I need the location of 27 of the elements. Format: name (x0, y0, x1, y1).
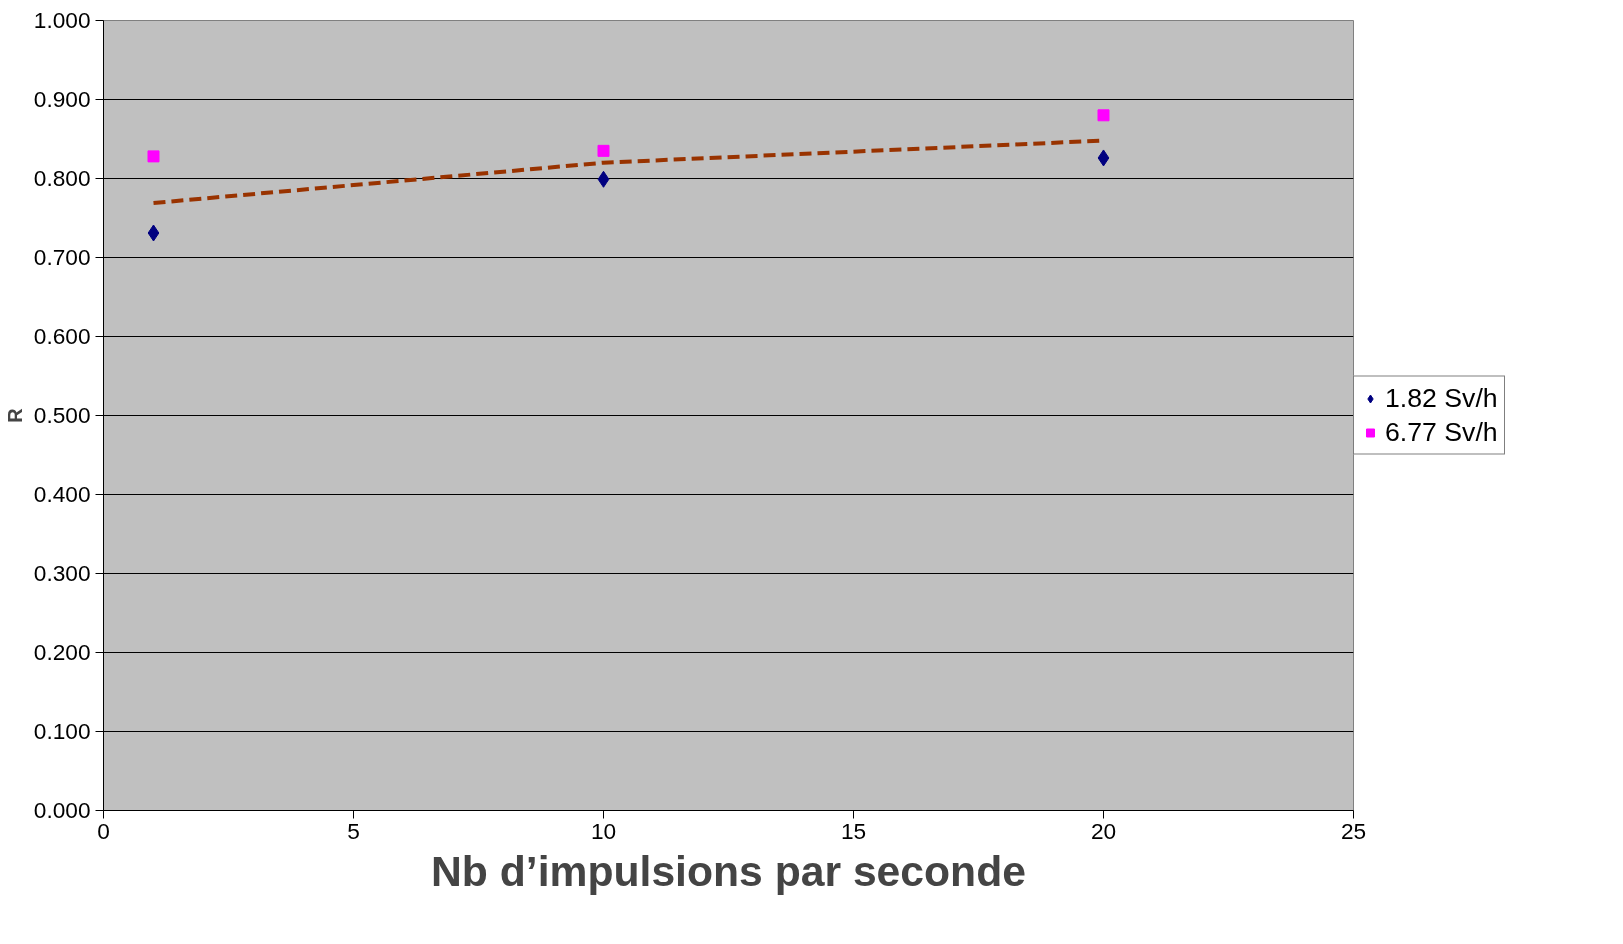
y-tick-label: 0.000 (33, 797, 91, 823)
y-tick-label: 0.400 (33, 481, 91, 507)
point (1097, 109, 1110, 122)
y-tick-label: 0.900 (33, 86, 91, 112)
legend-label: 1.82 Sv/h (1385, 382, 1498, 414)
point (147, 150, 160, 163)
y-tick-label: 0.700 (33, 244, 91, 270)
x-tick-label: 15 (840, 817, 867, 844)
y-tick-label: 0.300 (33, 560, 91, 586)
x-tick-label: 25 (1340, 817, 1367, 844)
point (147, 224, 160, 242)
y-tick-label: 0.800 (33, 165, 91, 191)
y-tick-label: 0.100 (33, 718, 91, 744)
y-axis-title: R (3, 407, 26, 423)
x-tick-label: 0 (97, 817, 110, 844)
legend-label: 6.77 Sv/h (1385, 416, 1498, 448)
y-tick-label: 0.600 (33, 323, 91, 349)
x-tick-label: 10 (590, 817, 617, 844)
point (1097, 149, 1110, 167)
y-tick-label: 0.500 (33, 402, 91, 428)
y-tick-label: 0.200 (33, 639, 91, 665)
y-tick-label: 1.000 (33, 7, 91, 33)
point (597, 144, 610, 157)
x-tick-label: 5 (347, 817, 360, 844)
x-axis-title: Nb d’impulsions par seconde (431, 846, 1026, 895)
x-tick-label: 20 (1090, 817, 1117, 844)
point (597, 170, 610, 188)
